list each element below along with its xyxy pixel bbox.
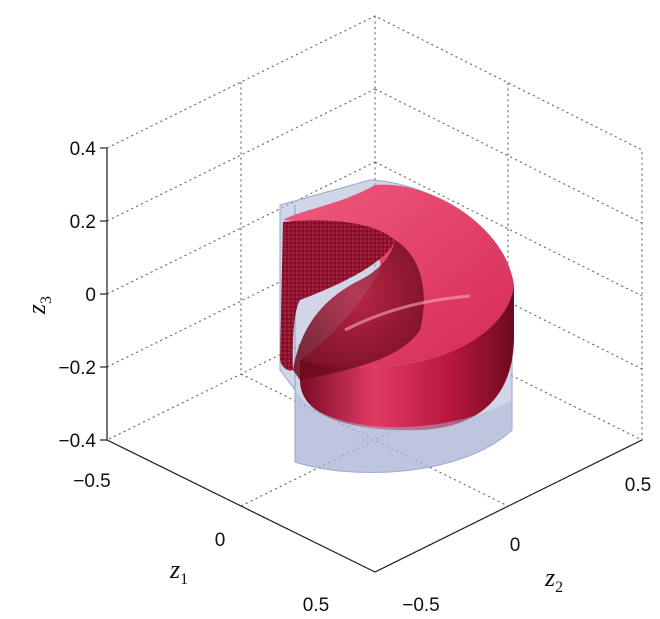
- z3-tick-label: −0.2: [58, 358, 96, 379]
- z2-tick-label: 0: [510, 535, 521, 556]
- z3-tick-label: 0.2: [70, 212, 96, 233]
- z1-tick-label: 0.5: [303, 595, 329, 616]
- z3-tick-label: 0: [85, 285, 96, 306]
- z1-axis-label: z1: [169, 555, 188, 588]
- inner-red-surface: [280, 184, 514, 431]
- axes-frame: [100, 147, 643, 573]
- z3-tick-labels: 0.4 0.2 0 −0.2 −0.4: [58, 139, 96, 452]
- z2-axis-label: z2: [544, 563, 563, 596]
- z2-tick-label: 0.5: [625, 475, 651, 496]
- z3-tick-label: −0.4: [58, 431, 96, 452]
- z3-tick-label: 0.4: [70, 139, 97, 160]
- z1-tick-label: 0: [215, 530, 226, 551]
- z2-tick-label: −0.5: [402, 595, 440, 616]
- z1-tick-label: −0.5: [73, 471, 111, 492]
- z2-tick-labels: −0.5 0 0.5: [402, 475, 651, 616]
- z3-axis-label: z3: [22, 296, 55, 315]
- outer-cylinder-front: [295, 390, 512, 473]
- z1-tick-labels: −0.5 0 0.5: [73, 471, 329, 616]
